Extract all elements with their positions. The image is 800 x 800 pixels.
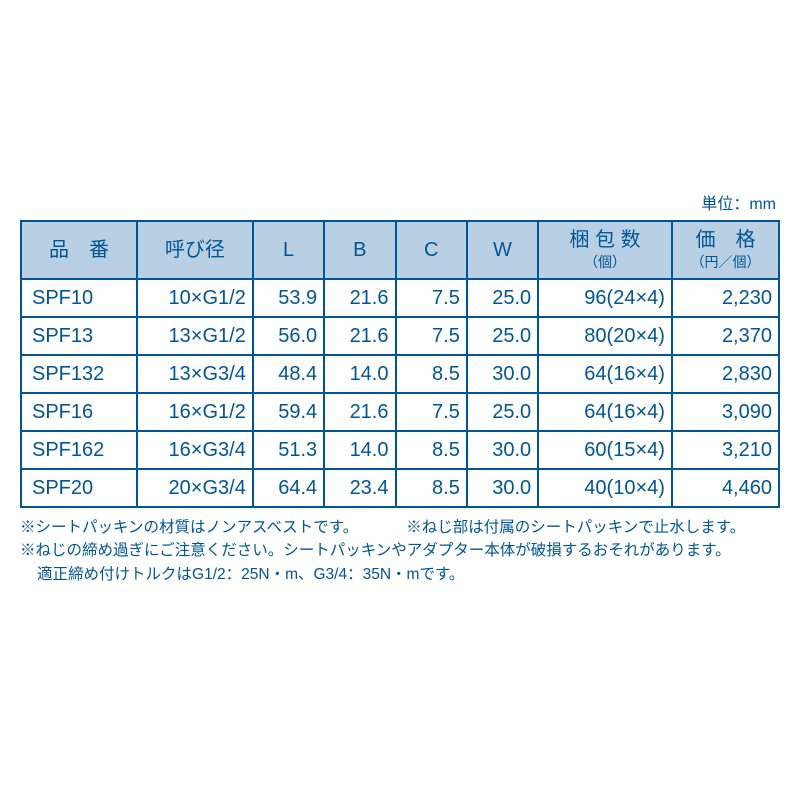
table-cell: 25.0 xyxy=(467,317,538,355)
table-cell: 8.5 xyxy=(396,469,467,507)
table-cell: 64.4 xyxy=(253,469,324,507)
table-cell: 25.0 xyxy=(467,393,538,431)
table-cell: 14.0 xyxy=(324,355,395,393)
column-header: 呼び径 xyxy=(137,221,253,279)
table-row: SPF13213×G3/448.414.08.530.064(16×4)2,83… xyxy=(21,355,779,393)
table-cell: 16×G1/2 xyxy=(137,393,253,431)
column-header: 価 格（円／個） xyxy=(672,221,779,279)
table-cell: 13×G1/2 xyxy=(137,317,253,355)
table-cell: 30.0 xyxy=(467,355,538,393)
notes-block: ※シートパッキンの材質はノンアスベストです。 ※ねじ部は付属のシートパッキンで止… xyxy=(20,516,780,586)
table-cell: SPF162 xyxy=(21,431,137,469)
column-header: C xyxy=(396,221,467,279)
table-cell: 64(16×4) xyxy=(538,355,672,393)
table-row: SPF2020×G3/464.423.48.530.040(10×4)4,460 xyxy=(21,469,779,507)
table-cell: SPF132 xyxy=(21,355,137,393)
table-cell: 2,370 xyxy=(672,317,779,355)
table-cell: 13×G3/4 xyxy=(137,355,253,393)
table-cell: 14.0 xyxy=(324,431,395,469)
table-row: SPF16216×G3/451.314.08.530.060(15×4)3,21… xyxy=(21,431,779,469)
note-text: 適正締め付けトルクはG1/2：25N・m、G3/4：35N・mです。 xyxy=(20,563,780,586)
table-cell: 40(10×4) xyxy=(538,469,672,507)
table-cell: 10×G1/2 xyxy=(137,279,253,317)
table-cell: 21.6 xyxy=(324,393,395,431)
table-cell: 30.0 xyxy=(467,469,538,507)
table-cell: 2,230 xyxy=(672,279,779,317)
table-row: SPF1313×G1/256.021.67.525.080(20×4)2,370 xyxy=(21,317,779,355)
table-cell: 21.6 xyxy=(324,279,395,317)
table-cell: 48.4 xyxy=(253,355,324,393)
table-cell: 4,460 xyxy=(672,469,779,507)
column-header: L xyxy=(253,221,324,279)
table-cell: 7.5 xyxy=(396,317,467,355)
table-cell: 7.5 xyxy=(396,393,467,431)
table-header-row: 品 番呼び径LBCW梱 包 数（個）価 格（円／個） xyxy=(21,221,779,279)
note-text: ※シートパッキンの材質はノンアスベストです。 xyxy=(20,516,358,539)
table-cell: SPF20 xyxy=(21,469,137,507)
table-cell: 25.0 xyxy=(467,279,538,317)
column-header: 品 番 xyxy=(21,221,137,279)
table-cell: 20×G3/4 xyxy=(137,469,253,507)
table-cell: 60(15×4) xyxy=(538,431,672,469)
note-text: ※ねじ部は付属のシートパッキンで止水します。 xyxy=(406,516,745,539)
table-cell: 80(20×4) xyxy=(538,317,672,355)
table-cell: 53.9 xyxy=(253,279,324,317)
table-cell: 8.5 xyxy=(396,355,467,393)
unit-label: 単位：mm xyxy=(20,190,780,214)
table-cell: 96(24×4) xyxy=(538,279,672,317)
table-row: SPF1010×G1/253.921.67.525.096(24×4)2,230 xyxy=(21,279,779,317)
table-cell: 3,210 xyxy=(672,431,779,469)
table-cell: 30.0 xyxy=(467,431,538,469)
table-cell: 16×G3/4 xyxy=(137,431,253,469)
table-cell: 7.5 xyxy=(396,279,467,317)
note-text: ※ねじの締め過ぎにご注意ください。シートパッキンやアダプター本体が破損するおそれ… xyxy=(20,539,780,562)
table-cell: 3,090 xyxy=(672,393,779,431)
table-cell: SPF10 xyxy=(21,279,137,317)
table-cell: 56.0 xyxy=(253,317,324,355)
table-cell: 21.6 xyxy=(324,317,395,355)
column-header: B xyxy=(324,221,395,279)
table-cell: 2,830 xyxy=(672,355,779,393)
column-header: 梱 包 数（個） xyxy=(538,221,672,279)
table-cell: SPF16 xyxy=(21,393,137,431)
table-row: SPF1616×G1/259.421.67.525.064(16×4)3,090 xyxy=(21,393,779,431)
table-cell: 23.4 xyxy=(324,469,395,507)
spec-table: 品 番呼び径LBCW梱 包 数（個）価 格（円／個） SPF1010×G1/25… xyxy=(20,220,780,508)
table-cell: 8.5 xyxy=(396,431,467,469)
column-header: W xyxy=(467,221,538,279)
table-cell: 64(16×4) xyxy=(538,393,672,431)
table-cell: 51.3 xyxy=(253,431,324,469)
table-cell: SPF13 xyxy=(21,317,137,355)
table-cell: 59.4 xyxy=(253,393,324,431)
